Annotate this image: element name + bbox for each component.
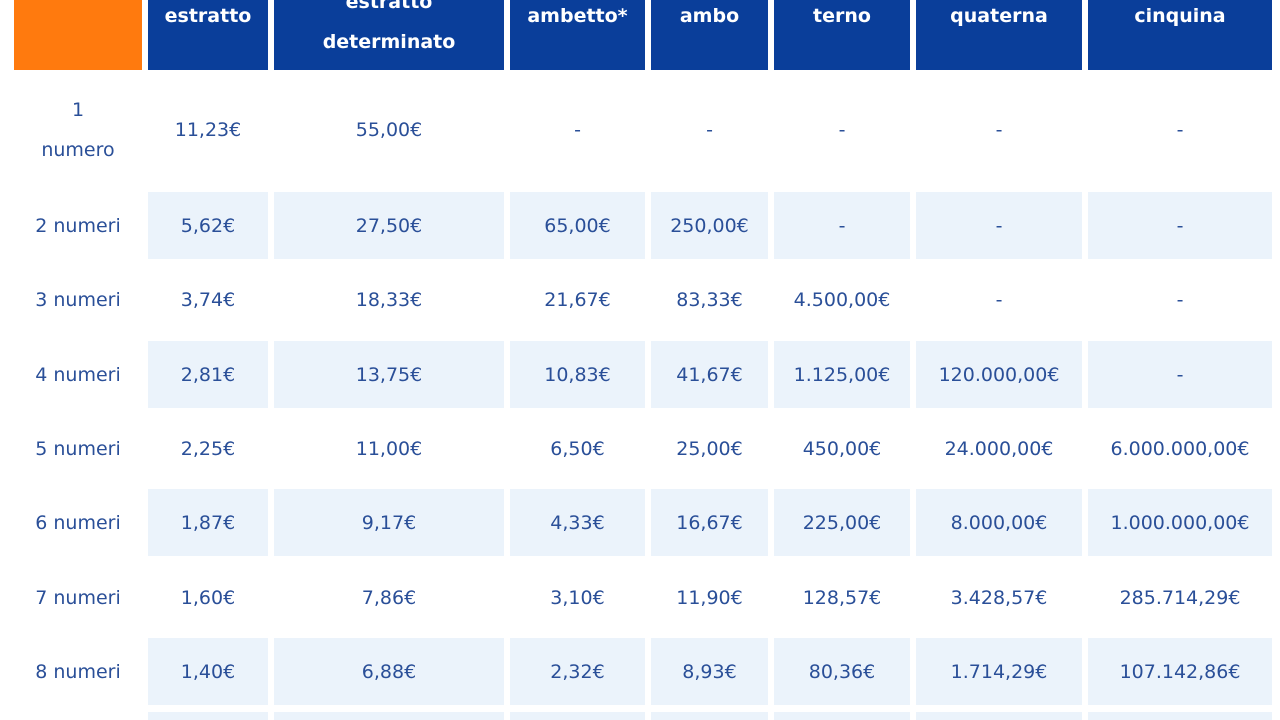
table-cell: 16,67€ bbox=[651, 489, 768, 556]
table-cell: 8,93€ bbox=[651, 638, 768, 705]
table-cell-partial bbox=[774, 712, 910, 720]
table-cell: - bbox=[1176, 288, 1184, 311]
header-corner bbox=[14, 0, 142, 70]
table-cell: 6,50€ bbox=[550, 437, 605, 460]
table-cell: 41,67€ bbox=[651, 341, 768, 408]
table-cell: - bbox=[916, 192, 1082, 259]
table-cell: 1.714,29€ bbox=[916, 638, 1082, 705]
table-cell: 3,74€ bbox=[180, 288, 236, 311]
table-cell: 107.142,86€ bbox=[1088, 638, 1272, 705]
row-label: 5 numeri bbox=[35, 437, 121, 460]
table-cell: 4,33€ bbox=[510, 489, 645, 556]
column-header: estratto bbox=[148, 0, 268, 70]
table-cell: 1,87€ bbox=[148, 489, 268, 556]
table-cell: - bbox=[995, 119, 1003, 141]
table-cell: 83,33€ bbox=[676, 288, 743, 311]
table-cell-partial bbox=[274, 712, 504, 720]
table-cell: 55,00€ bbox=[355, 119, 423, 141]
table-cell-partial bbox=[651, 712, 768, 720]
table-cell: 10,83€ bbox=[510, 341, 645, 408]
table-cell: 13,75€ bbox=[274, 341, 504, 408]
row-label: 1 numero bbox=[41, 99, 115, 161]
table-cell: 11,90€ bbox=[676, 586, 743, 609]
row-label: 4 numeri bbox=[35, 363, 121, 386]
table-cell: - bbox=[706, 119, 713, 141]
table-cell: 1,40€ bbox=[148, 638, 268, 705]
table-cell: - bbox=[1176, 119, 1184, 141]
table-cell: 3,10€ bbox=[550, 586, 605, 609]
table-cell: 6.000.000,00€ bbox=[1110, 437, 1250, 460]
table-cell: - bbox=[995, 288, 1003, 311]
table-cell: - bbox=[574, 119, 581, 141]
table-cell: 225,00€ bbox=[774, 489, 910, 556]
column-header: estratto determinato bbox=[274, 0, 504, 70]
table-cell: 80,36€ bbox=[774, 638, 910, 705]
table-cell: 18,33€ bbox=[355, 288, 423, 311]
column-header: ambetto* bbox=[510, 0, 645, 70]
table-cell: - bbox=[838, 119, 846, 141]
column-header: quaterna bbox=[916, 0, 1082, 70]
table-cell: - bbox=[1088, 192, 1272, 259]
table-cell-partial bbox=[148, 712, 268, 720]
table-cell: 11,00€ bbox=[355, 437, 423, 460]
table-cell: 128,57€ bbox=[802, 586, 882, 609]
row-label: 6 numeri bbox=[35, 511, 121, 534]
table-cell: 2,81€ bbox=[148, 341, 268, 408]
table-cell: 1,60€ bbox=[180, 586, 236, 609]
table-cell-partial bbox=[916, 712, 1082, 720]
column-header: cinquina bbox=[1088, 0, 1272, 70]
table-cell: - bbox=[1088, 341, 1272, 408]
table-cell: 25,00€ bbox=[676, 437, 743, 460]
table-cell: 250,00€ bbox=[651, 192, 768, 259]
row-label: 7 numeri bbox=[35, 586, 121, 609]
table-cell: 5,62€ bbox=[148, 192, 268, 259]
table-cell: 1.000.000,00€ bbox=[1088, 489, 1272, 556]
table-cell: 11,23€ bbox=[174, 119, 242, 141]
row-label: 3 numeri bbox=[35, 288, 121, 311]
table-cell: 9,17€ bbox=[274, 489, 504, 556]
column-header: terno bbox=[774, 0, 910, 70]
table-cell: 3.428,57€ bbox=[950, 586, 1048, 609]
table-cell-partial bbox=[1088, 712, 1272, 720]
table-cell: 1.125,00€ bbox=[774, 341, 910, 408]
table-cell: - bbox=[774, 192, 910, 259]
table-cell: 27,50€ bbox=[274, 192, 504, 259]
row-label: 8 numeri bbox=[35, 660, 121, 683]
table-cell: 4.500,00€ bbox=[793, 288, 891, 311]
table-cell: 7,86€ bbox=[361, 586, 417, 609]
table-cell: 8.000,00€ bbox=[916, 489, 1082, 556]
row-label: 2 numeri bbox=[35, 214, 121, 237]
table-cell: 2,25€ bbox=[180, 437, 236, 460]
table-cell: 285.714,29€ bbox=[1119, 586, 1241, 609]
table-cell: 450,00€ bbox=[802, 437, 882, 460]
table-cell-partial bbox=[510, 712, 645, 720]
table-cell: 21,67€ bbox=[544, 288, 611, 311]
table-cell: 6,88€ bbox=[274, 638, 504, 705]
table-cell: 120.000,00€ bbox=[916, 341, 1082, 408]
column-header: ambo bbox=[651, 0, 768, 70]
table-cell: 24.000,00€ bbox=[944, 437, 1054, 460]
table-cell: 2,32€ bbox=[510, 638, 645, 705]
table-cell: 65,00€ bbox=[510, 192, 645, 259]
